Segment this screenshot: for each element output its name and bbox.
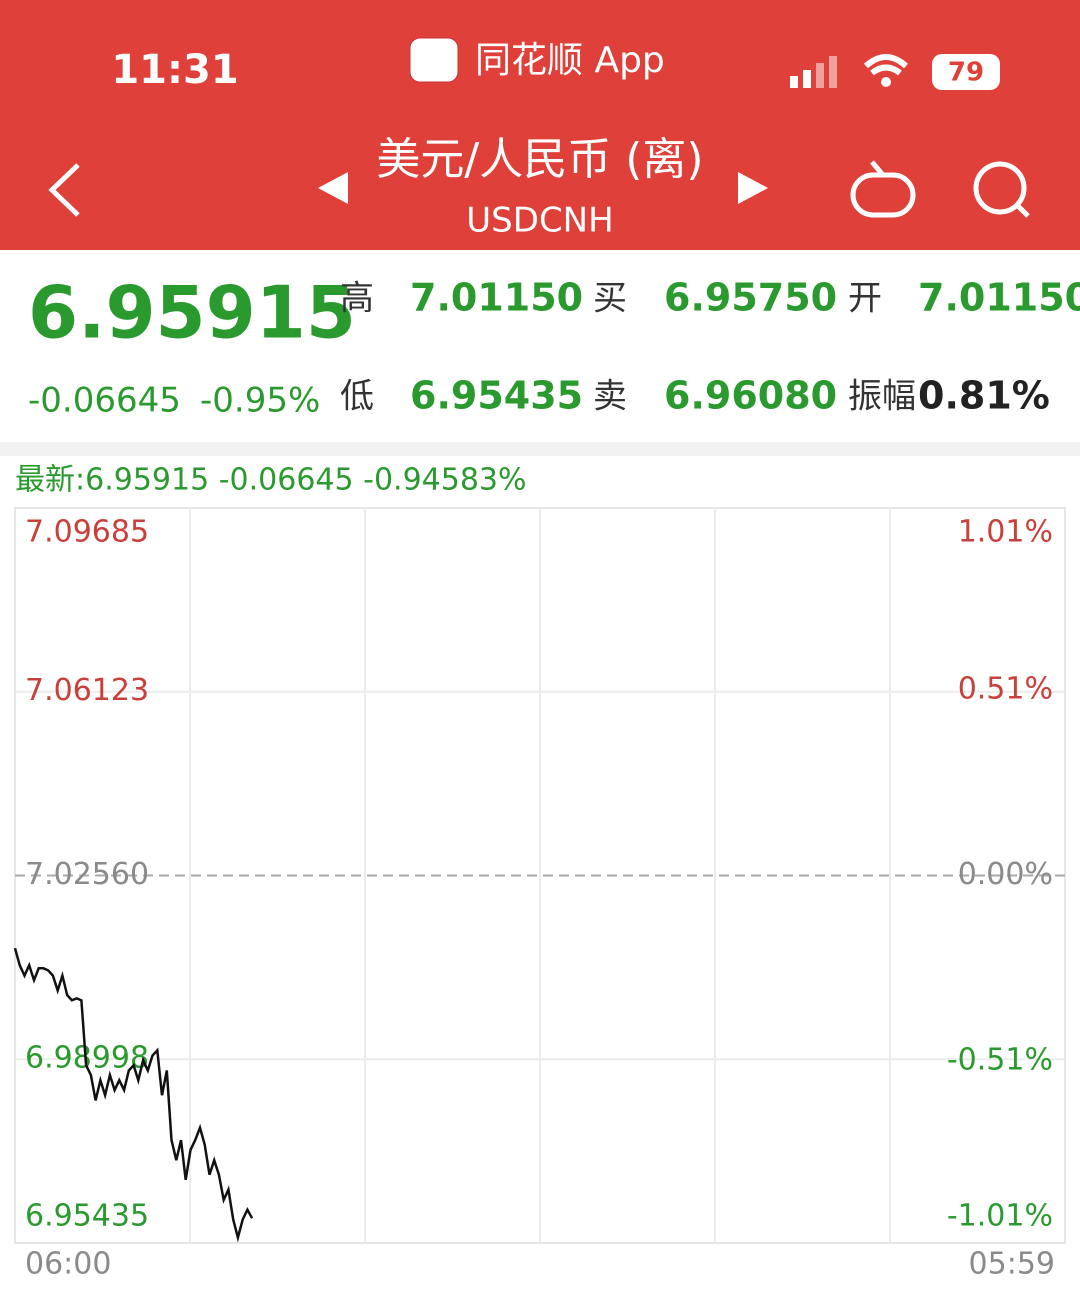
field-label: 卖 (593, 377, 627, 417)
y-tick-label: 7.09685 (25, 515, 149, 550)
y-tick-label: 7.06123 (25, 673, 149, 708)
y-tick-label: 6.95435 (25, 1199, 149, 1234)
divider (0, 442, 1080, 456)
price-line (13, 947, 254, 1243)
field-label: 开 (848, 279, 882, 319)
battery-level: 79 (948, 58, 984, 88)
page-title: 美元/人民币 (离) (376, 134, 703, 185)
y-tick-label: 7.02560 (25, 857, 149, 892)
search-button[interactable] (973, 161, 1030, 218)
page-subtitle: USDCNH (466, 201, 613, 241)
x-tick-label: 05:59 (969, 1247, 1055, 1282)
back-button[interactable] (48, 163, 80, 217)
field-label: 买 (593, 279, 627, 319)
prev-button[interactable] (318, 172, 348, 204)
wifi-dot (881, 77, 891, 87)
app-icon (409, 37, 459, 83)
header-bar (0, 0, 1080, 250)
field-value: 0.81% (918, 374, 1050, 418)
field-label: 振幅 (848, 377, 916, 417)
next-button[interactable] (738, 172, 768, 204)
clock: 11:31 (111, 47, 238, 93)
change: -0.06645 (28, 381, 181, 421)
field-label: 高 (340, 279, 374, 319)
y2-tick-label: -0.51% (947, 1043, 1053, 1078)
field-label: 低 (340, 377, 374, 417)
x-tick-label: 06:00 (25, 1247, 111, 1282)
y2-tick-label: 0.51% (958, 671, 1053, 706)
field-value: 6.95435 (410, 374, 583, 418)
field-value: 7.01150 (918, 276, 1080, 320)
battery (932, 54, 1000, 90)
field-value: 6.95750 (664, 276, 837, 320)
field-value: 7.01150 (410, 276, 583, 320)
y2-tick-label: 0.00% (958, 857, 1053, 892)
app-name: 同花顺 App (475, 40, 665, 81)
change-pct: -0.95% (200, 381, 320, 421)
y2-tick-label: -1.01% (947, 1199, 1053, 1234)
price: 6.95915 (28, 271, 356, 355)
wifi (863, 54, 909, 76)
y2-tick-label: 1.01% (958, 515, 1053, 550)
robot-button[interactable] (850, 160, 916, 218)
field-value: 6.96080 (664, 374, 837, 418)
signal (790, 56, 837, 88)
latest-line: 最新:6.95915 -0.06645 -0.94583% (15, 463, 527, 498)
